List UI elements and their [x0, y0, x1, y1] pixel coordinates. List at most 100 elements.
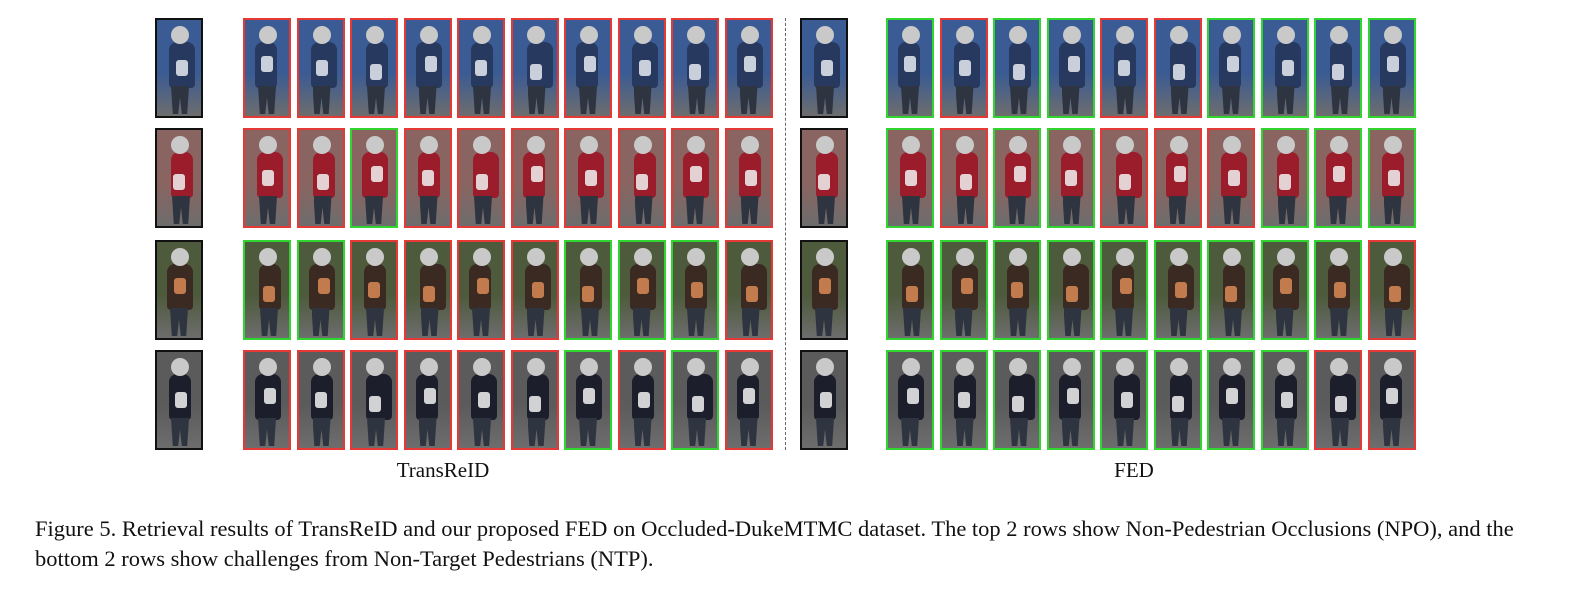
- transreid-result-wrong-r2-c10: [724, 128, 773, 228]
- transreid-result-wrong-r2-c7: [564, 128, 612, 228]
- retrieval-figure: TransReID FED: [0, 0, 1580, 482]
- transreid-result-wrong-r3-c4: [403, 240, 452, 340]
- panel-transreid: [0, 0, 780, 470]
- fed-result-match-r1-c1: [886, 18, 934, 118]
- transreid-result-match-r4-c9: [671, 350, 719, 450]
- fed-gallery-row-2: [886, 128, 1426, 228]
- fed-result-match-r4-c4: [1046, 350, 1095, 450]
- transreid-result-wrong-r4-c2: [296, 350, 345, 450]
- transreid-result-wrong-r1-c2: [296, 18, 345, 118]
- transreid-result-wrong-r2-c6: [510, 128, 559, 228]
- transreid-result-wrong-r1-c3: [350, 18, 398, 118]
- fed-result-wrong-r1-c2: [939, 18, 988, 118]
- transreid-query-image-row-4: [155, 350, 203, 450]
- fed-result-match-r2-c10: [1367, 128, 1416, 228]
- transreid-result-match-r2-c3: [350, 128, 398, 228]
- transreid-result-wrong-r3-c10: [724, 240, 773, 340]
- transreid-result-wrong-r1-c8: [617, 18, 666, 118]
- transreid-result-wrong-r1-c4: [403, 18, 452, 118]
- fed-result-match-r3-c2: [939, 240, 988, 340]
- fed-gallery-row-4: [886, 350, 1426, 450]
- fed-result-match-r3-c5: [1100, 240, 1148, 340]
- transreid-gallery-row-4: [243, 350, 783, 450]
- fed-query-image-row-3: [800, 240, 848, 340]
- transreid-result-wrong-r4-c5: [457, 350, 505, 450]
- transreid-result-wrong-r1-c9: [671, 18, 719, 118]
- transreid-result-wrong-r4-c6: [510, 350, 559, 450]
- transreid-result-match-r3-c9: [671, 240, 719, 340]
- transreid-result-wrong-r2-c8: [617, 128, 666, 228]
- transreid-result-wrong-r2-c5: [457, 128, 505, 228]
- fed-result-match-r3-c1: [886, 240, 934, 340]
- fed-result-match-r1-c7: [1207, 18, 1255, 118]
- transreid-result-wrong-r3-c6: [510, 240, 559, 340]
- transreid-result-wrong-r2-c2: [296, 128, 345, 228]
- fed-result-match-r3-c3: [993, 240, 1041, 340]
- fed-result-wrong-r4-c10: [1367, 350, 1416, 450]
- fed-result-match-r3-c6: [1153, 240, 1202, 340]
- transreid-gallery-row-3: [243, 240, 783, 340]
- transreid-result-match-r3-c8: [617, 240, 666, 340]
- fed-result-match-r4-c3: [993, 350, 1041, 450]
- fed-result-match-r1-c3: [993, 18, 1041, 118]
- transreid-query-image-row-3: [155, 240, 203, 340]
- transreid-result-wrong-r2-c4: [403, 128, 452, 228]
- transreid-query-image-row-1: [155, 18, 203, 118]
- fed-result-match-r4-c2: [939, 350, 988, 450]
- transreid-result-match-r3-c1: [243, 240, 291, 340]
- fed-query-image-row-1: [800, 18, 848, 118]
- transreid-result-match-r4-c7: [564, 350, 612, 450]
- fed-result-match-r2-c4: [1046, 128, 1095, 228]
- fed-result-match-r1-c10: [1367, 18, 1416, 118]
- fed-result-match-r1-c4: [1046, 18, 1095, 118]
- transreid-gallery-row-1: [243, 18, 783, 118]
- fed-result-match-r4-c8: [1260, 350, 1309, 450]
- fed-gallery-row-1: [886, 18, 1426, 118]
- fed-result-wrong-r4-c9: [1314, 350, 1362, 450]
- fed-result-match-r3-c4: [1046, 240, 1095, 340]
- panel-label-fed: FED: [1114, 458, 1154, 482]
- fed-result-wrong-r2-c5: [1100, 128, 1148, 228]
- fed-result-match-r4-c7: [1207, 350, 1255, 450]
- fed-result-match-r4-c6: [1153, 350, 1202, 450]
- fed-query-image-row-4: [800, 350, 848, 450]
- fed-result-wrong-r1-c5: [1100, 18, 1148, 118]
- transreid-result-wrong-r4-c4: [403, 350, 452, 450]
- transreid-result-wrong-r4-c10: [724, 350, 773, 450]
- transreid-result-wrong-r1-c10: [724, 18, 773, 118]
- fed-result-match-r1-c9: [1314, 18, 1362, 118]
- transreid-result-wrong-r3-c3: [350, 240, 398, 340]
- transreid-gallery-row-2: [243, 128, 783, 228]
- fed-result-match-r4-c1: [886, 350, 934, 450]
- panel-divider: [785, 18, 786, 450]
- fed-result-match-r2-c9: [1314, 128, 1362, 228]
- transreid-result-wrong-r2-c1: [243, 128, 291, 228]
- fed-result-match-r2-c3: [993, 128, 1041, 228]
- transreid-result-match-r3-c2: [296, 240, 345, 340]
- fed-result-match-r3-c7: [1207, 240, 1255, 340]
- fed-result-match-r3-c8: [1260, 240, 1309, 340]
- fed-query-image-row-2: [800, 128, 848, 228]
- fed-result-wrong-r2-c2: [939, 128, 988, 228]
- fed-gallery-row-3: [886, 240, 1426, 340]
- transreid-result-wrong-r1-c1: [243, 18, 291, 118]
- fed-result-match-r2-c8: [1260, 128, 1309, 228]
- transreid-result-wrong-r1-c5: [457, 18, 505, 118]
- fed-result-match-r3-c9: [1314, 240, 1362, 340]
- fed-result-wrong-r2-c7: [1207, 128, 1255, 228]
- transreid-query-image-row-2: [155, 128, 203, 228]
- transreid-result-wrong-r3-c5: [457, 240, 505, 340]
- fed-result-wrong-r3-c10: [1367, 240, 1416, 340]
- transreid-result-wrong-r2-c9: [671, 128, 719, 228]
- transreid-result-wrong-r4-c8: [617, 350, 666, 450]
- transreid-result-wrong-r4-c3: [350, 350, 398, 450]
- transreid-result-match-r3-c7: [564, 240, 612, 340]
- fed-result-wrong-r1-c6: [1153, 18, 1202, 118]
- fed-result-wrong-r2-c6: [1153, 128, 1202, 228]
- panel-label-transreid: TransReID: [396, 458, 490, 482]
- fed-result-match-r4-c5: [1100, 350, 1148, 450]
- transreid-result-wrong-r1-c7: [564, 18, 612, 118]
- fed-result-match-r2-c1: [886, 128, 934, 228]
- fed-result-match-r1-c8: [1260, 18, 1309, 118]
- panel-fed: [800, 0, 1580, 470]
